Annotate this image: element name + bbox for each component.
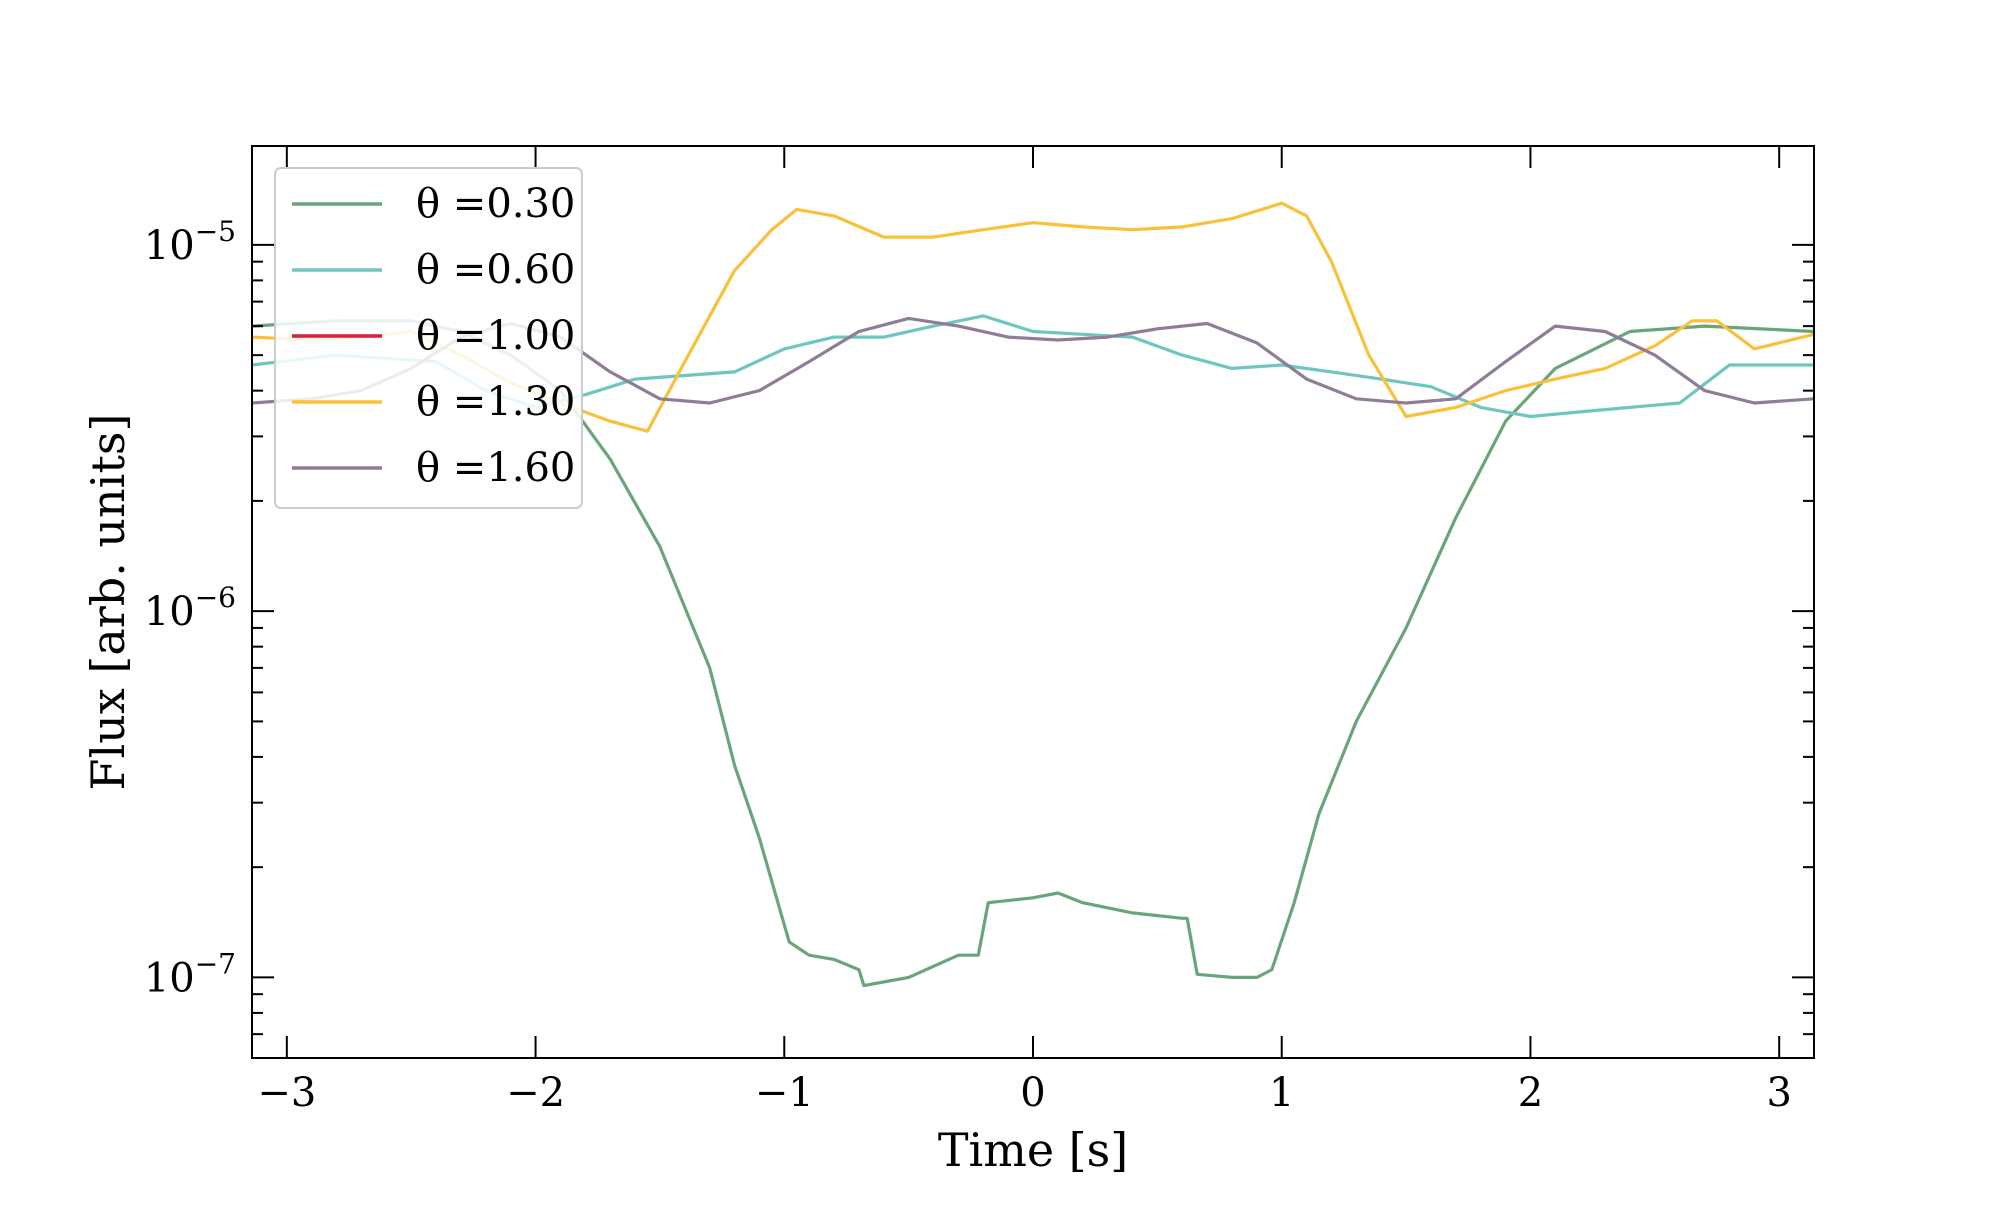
x-tick-label: 3 (1766, 1070, 1791, 1116)
y-tick-label: 10−5 (144, 215, 236, 269)
x-axis-label: Time [s] (938, 1123, 1128, 1177)
x-tick-label: −2 (506, 1070, 565, 1116)
legend-label-4: θ =1.60 (416, 445, 575, 491)
series-line-2 (252, 0, 1814, 106)
series-line-0 (252, 319, 1814, 988)
y-axis-label: Flux [arb. units] (81, 414, 135, 791)
x-tick-label: −3 (257, 1070, 316, 1116)
x-tick-label: −1 (755, 1070, 814, 1116)
x-tick-label: 2 (1518, 1070, 1543, 1116)
y-axis: 10−710−610−510−410−3 (144, 215, 1814, 1036)
legend-label-1: θ =0.60 (416, 247, 575, 293)
x-tick-label: 1 (1269, 1070, 1294, 1116)
legend-label-2: θ =1.00 (416, 313, 575, 359)
legend-label-0: θ =0.30 (416, 181, 575, 227)
x-tick-label: 0 (1020, 1070, 1045, 1116)
legend: θ =0.30 θ =0.60 θ =1.00 θ =1.30 θ =1.60 (274, 167, 583, 509)
legend-box (274, 167, 583, 509)
legend-label-3: θ =1.30 (416, 379, 575, 425)
legend-items: θ =0.30 θ =0.60 θ =1.00 θ =1.30 θ =1.60 (292, 181, 575, 491)
y-tick-label: 10−7 (144, 947, 236, 1001)
y-tick-label: 10−6 (144, 581, 236, 635)
x-axis: −3 −2 −1 0 1 2 3 (257, 146, 1792, 1116)
